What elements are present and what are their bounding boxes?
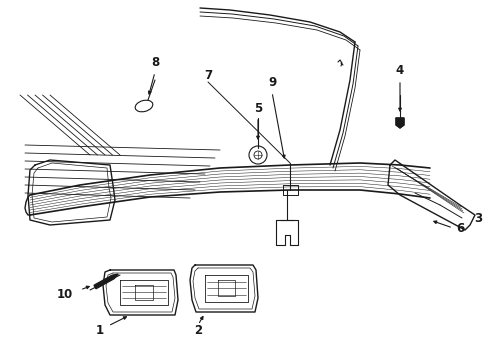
Polygon shape [190, 265, 258, 312]
Polygon shape [103, 270, 178, 315]
Text: 8: 8 [151, 55, 159, 68]
Text: 3: 3 [474, 212, 482, 225]
Text: 2: 2 [194, 324, 202, 337]
Text: 1: 1 [96, 324, 104, 337]
FancyArrow shape [94, 274, 118, 289]
Text: 10: 10 [57, 288, 73, 302]
Text: 5: 5 [254, 102, 262, 114]
Text: 6: 6 [456, 221, 464, 234]
Text: 4: 4 [396, 63, 404, 77]
Polygon shape [396, 118, 404, 128]
Text: 9: 9 [268, 76, 276, 89]
Text: 7: 7 [204, 68, 212, 81]
